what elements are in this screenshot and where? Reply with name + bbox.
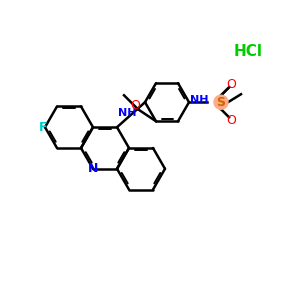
Text: F: F (39, 121, 47, 134)
Text: O: O (226, 114, 236, 127)
Text: N: N (88, 162, 98, 175)
Text: NH: NH (190, 95, 208, 105)
Circle shape (214, 95, 228, 109)
Text: O: O (130, 99, 140, 112)
Text: O: O (226, 78, 236, 91)
Text: NH: NH (118, 108, 136, 118)
Text: S: S (217, 96, 226, 109)
Text: HCl: HCl (233, 44, 262, 59)
